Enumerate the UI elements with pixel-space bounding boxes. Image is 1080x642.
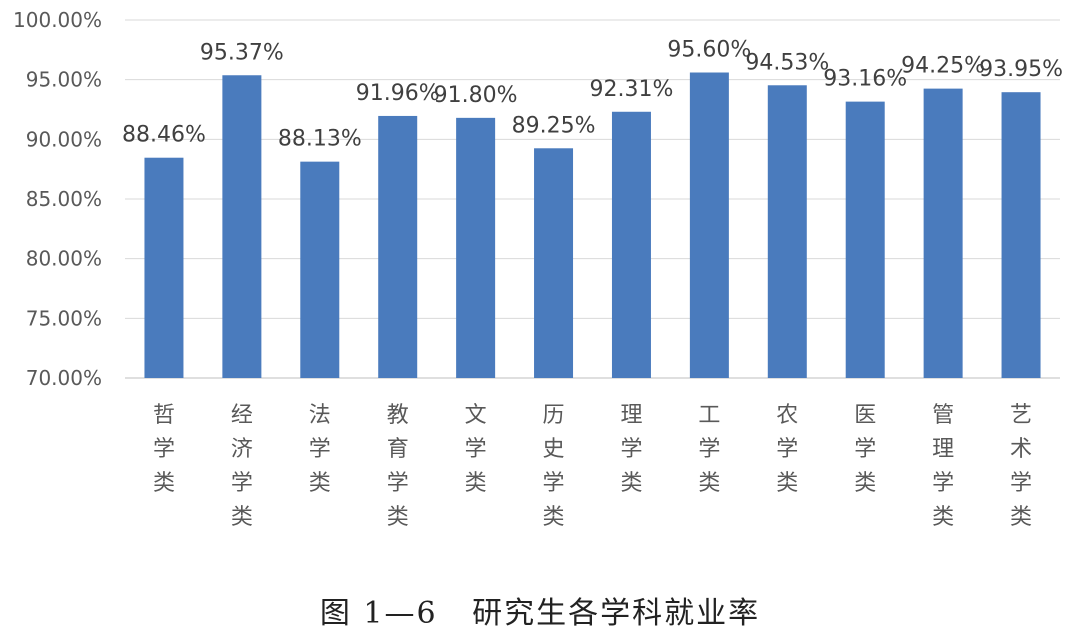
bar xyxy=(300,161,340,378)
category-label: 教育学类 xyxy=(387,403,409,530)
category-label: 管理学类 xyxy=(932,403,954,530)
category-label: 理学类 xyxy=(620,403,642,496)
category-label: 艺术学类 xyxy=(1010,403,1032,530)
bar-chart: 70.00% 75.00% 80.00% 85.00% 90.00% 95.00% 100.… xyxy=(13,8,1063,530)
bars xyxy=(144,72,1041,379)
data-label: 91.80% xyxy=(434,83,518,108)
bar xyxy=(378,115,418,378)
bar xyxy=(611,111,651,378)
data-label: 95.60% xyxy=(667,38,751,63)
data-labels: 88.46% 95.37% 88.13% 91.96%91.80% 89.25% 92.3… xyxy=(122,38,1063,152)
bar xyxy=(1001,92,1041,379)
y-tick-label: 80.00% xyxy=(26,247,102,271)
data-label: 93.16% xyxy=(823,67,907,92)
data-label: 93.95% xyxy=(979,57,1063,82)
y-tick-label: 70.00% xyxy=(26,366,102,390)
data-label: 91.96% xyxy=(356,81,440,106)
bar xyxy=(845,101,885,379)
data-label: 95.37% xyxy=(200,40,284,65)
category-label: 哲学类 xyxy=(153,403,175,496)
bar xyxy=(534,148,574,378)
data-label: 88.13% xyxy=(278,127,362,152)
x-axis-category-labels: 哲学类 经济学类 法学类 教育学类 文学类 历史学类 理学类 工学类 农学类 医学类 管理学类 艺术学… xyxy=(153,403,1032,530)
y-axis-tick-labels: 70.00% 75.00% 80.00% 85.00% 90.00% 95.00% 100.… xyxy=(13,8,102,390)
y-tick-label: 75.00% xyxy=(26,306,102,330)
bar xyxy=(456,117,496,378)
category-label: 经济学类 xyxy=(231,403,253,530)
data-label: 94.53% xyxy=(745,50,829,75)
gridlines xyxy=(125,19,1060,379)
y-tick-label: 85.00% xyxy=(26,187,102,211)
figure-caption: 图 1—6 研究生各学科就业率 xyxy=(319,596,761,631)
data-label: 92.31% xyxy=(590,77,674,102)
category-label: 文学类 xyxy=(465,403,487,496)
y-tick-label: 100.00% xyxy=(13,8,102,32)
category-label: 农学类 xyxy=(776,403,798,496)
data-label: 89.25% xyxy=(512,113,596,138)
category-label: 历史学类 xyxy=(543,403,565,530)
data-label: 94.25% xyxy=(901,54,985,79)
bar xyxy=(144,157,184,378)
y-tick-label: 95.00% xyxy=(26,68,102,92)
data-label: 88.46% xyxy=(122,123,206,148)
bar xyxy=(923,88,963,378)
category-label: 工学类 xyxy=(698,403,720,496)
bar xyxy=(222,75,262,378)
category-label: 医学类 xyxy=(854,403,876,496)
bar xyxy=(767,85,807,378)
bar xyxy=(689,72,729,379)
category-label: 法学类 xyxy=(309,403,331,496)
y-tick-label: 90.00% xyxy=(26,127,102,151)
